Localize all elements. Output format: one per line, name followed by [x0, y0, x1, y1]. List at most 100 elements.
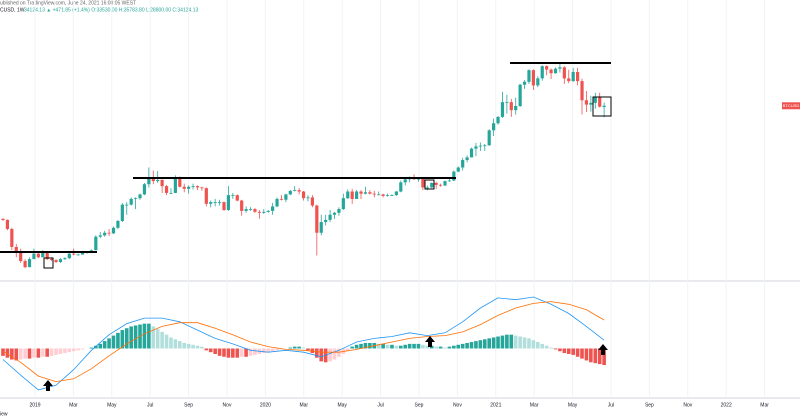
histogram-bar [319, 348, 324, 362]
candle-body [275, 198, 279, 207]
histogram-bar [36, 348, 41, 358]
candle-body [32, 253, 36, 260]
candle-body [76, 254, 80, 256]
histogram-bar [204, 348, 209, 351]
histogram-bar [266, 348, 270, 353]
candle-body [19, 251, 23, 262]
published-note: ublished on TradingView.com, June 24, 20… [0, 0, 136, 6]
candle-body [531, 70, 535, 86]
histogram-bar [111, 335, 116, 349]
candle-body [487, 130, 491, 146]
candle-body [483, 145, 487, 147]
candle-body [562, 67, 566, 79]
histogram-bar [10, 348, 14, 360]
x-tick-label: 2022 [721, 402, 732, 408]
histogram-bar [244, 348, 248, 357]
histogram-bar [98, 343, 103, 349]
histogram-bar [191, 344, 195, 349]
histogram-bar [14, 348, 19, 361]
candle-body [111, 227, 116, 234]
histogram-bar [1, 348, 5, 356]
histogram-bar [306, 348, 310, 351]
histogram-bar [261, 348, 266, 354]
histogram-bar [71, 348, 76, 352]
candle-body [518, 84, 522, 107]
x-tick-label: Nov [683, 402, 692, 408]
histogram-bar [178, 341, 182, 349]
histogram-bar [248, 348, 253, 356]
candle-body [257, 211, 261, 213]
x-tick-label: Mar [530, 402, 539, 408]
candle-body [107, 232, 111, 234]
histogram-bar [575, 348, 580, 357]
histogram-bar [208, 348, 213, 353]
histogram-bar [540, 343, 545, 349]
candle-body [341, 198, 345, 210]
x-tick-label: 2021 [490, 402, 501, 408]
histogram-bar [63, 348, 67, 354]
candle-body [63, 258, 67, 260]
up-arrow [598, 344, 608, 355]
histogram-bar [182, 342, 187, 349]
candle-body [142, 184, 147, 195]
candle-body [434, 182, 438, 185]
candle-body [213, 202, 217, 203]
histogram-bar [45, 348, 49, 357]
histogram-bar [443, 347, 447, 349]
histogram-bar [213, 348, 217, 354]
histogram-bar [553, 348, 558, 350]
histogram-bar [359, 343, 363, 349]
candle-body [394, 191, 398, 196]
histogram-bar [412, 343, 416, 349]
candle-body [125, 204, 129, 206]
candle-body [244, 209, 248, 211]
candle-body [368, 192, 372, 194]
up-arrow [43, 380, 53, 391]
histogram-bar [350, 346, 354, 349]
candle-body [492, 123, 496, 131]
histogram-bar [518, 336, 522, 349]
candle-body [545, 66, 549, 70]
candle-body [346, 191, 350, 199]
candle-body [262, 211, 266, 213]
histogram-bar [275, 348, 279, 351]
histogram-bar [222, 348, 226, 357]
candle-body [5, 219, 10, 229]
candle-body [416, 178, 421, 180]
x-tick-label: May [107, 402, 117, 408]
candle-body [505, 102, 509, 103]
candle-body [332, 212, 337, 215]
histogram-bar [403, 344, 408, 349]
candle-body [129, 198, 133, 205]
histogram-bar [478, 340, 483, 349]
histogram-bar [315, 348, 319, 358]
candle-body [54, 260, 58, 263]
candle-body [465, 157, 469, 161]
histogram-bar [496, 336, 500, 349]
candle-body [164, 186, 169, 193]
histogram-bar [49, 348, 54, 356]
histogram-bar [18, 348, 23, 360]
histogram-bar [155, 329, 160, 349]
x-tick-label: Jul [377, 402, 383, 408]
quote: 34124.13 ▲ +471.85 (+1.4%) O:33530.00 H:… [24, 7, 198, 13]
candle-body [138, 194, 142, 199]
histogram-bar [390, 344, 394, 349]
candle-body [288, 190, 292, 195]
arrows [43, 336, 608, 391]
x-tick-label: Mar [299, 402, 308, 408]
histogram-bar [527, 338, 531, 349]
histogram-bar [310, 348, 315, 354]
histogram-bar [407, 343, 412, 349]
candle-body [372, 193, 376, 195]
histogram-bar [292, 346, 297, 349]
candle-body [80, 252, 85, 255]
x-tick-label: May [337, 402, 347, 408]
histogram-bar [354, 344, 359, 349]
histogram-bar [80, 348, 85, 350]
histogram-bar [505, 334, 509, 349]
price-label: BTCUSD [783, 103, 800, 108]
candle-body [266, 210, 270, 212]
candle-body [403, 179, 407, 183]
histogram-bar [566, 348, 571, 354]
